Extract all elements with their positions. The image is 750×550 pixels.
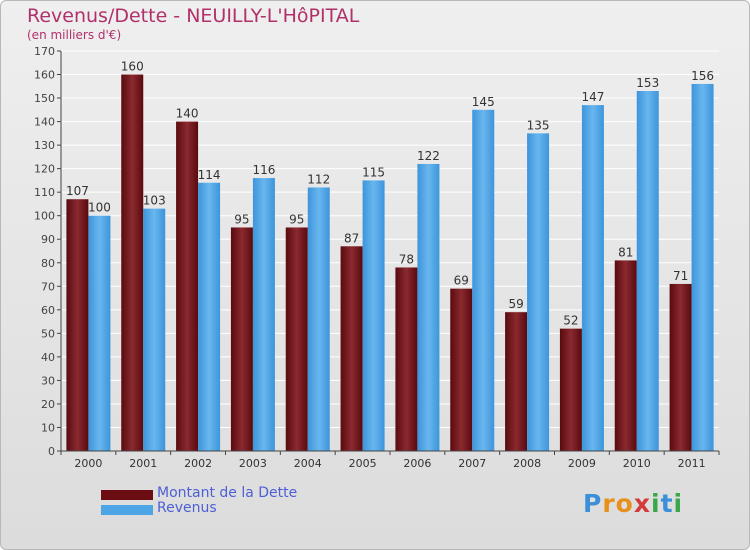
- data-label-revenue: 112: [307, 172, 330, 186]
- x-tick-label: 2000: [74, 457, 102, 470]
- data-label-revenue: 116: [252, 163, 275, 177]
- x-tick-label: 2002: [184, 457, 212, 470]
- x-tick-label: 2011: [678, 457, 706, 470]
- logo-letter: i: [651, 489, 661, 518]
- y-tick-label: 90: [41, 233, 55, 246]
- y-tick-label: 50: [41, 327, 55, 340]
- y-tick-label: 130: [34, 139, 55, 152]
- bar-revenue: [198, 182, 221, 451]
- bar-debt: [230, 227, 253, 451]
- logo-letter: t: [660, 489, 674, 518]
- bar-debt: [614, 260, 637, 451]
- legend-swatch-revenue: [101, 505, 153, 515]
- y-tick-label: 140: [34, 116, 55, 129]
- x-tick-label: 2004: [294, 457, 322, 470]
- data-label-revenue: 145: [472, 95, 495, 109]
- chart-subtitle: (en milliers d'€): [27, 28, 122, 42]
- data-label-revenue: 100: [88, 201, 111, 215]
- bars: [66, 74, 714, 452]
- logo-letter: x: [633, 489, 651, 518]
- bar-debt: [559, 328, 582, 451]
- bar-revenue: [362, 180, 385, 452]
- proxiti-logo: Proxiti: [583, 489, 683, 518]
- bar-debt: [285, 227, 308, 451]
- data-label-revenue: 135: [527, 118, 550, 132]
- bar-revenue: [417, 163, 440, 452]
- data-label-debt: 95: [289, 212, 304, 226]
- bar-revenue: [252, 178, 275, 451]
- data-label-revenue: 147: [581, 90, 604, 104]
- data-label-revenue: 114: [198, 168, 221, 182]
- y-tick-label: 80: [41, 257, 55, 270]
- data-label-debt: 52: [563, 314, 578, 328]
- bar-revenue: [636, 91, 659, 451]
- bar-revenue: [307, 187, 330, 451]
- y-tick-label: 120: [34, 163, 55, 176]
- bar-debt: [450, 288, 473, 451]
- bar-revenue: [527, 133, 550, 451]
- bar-debt: [669, 283, 692, 451]
- logo-letter: P: [583, 489, 603, 518]
- legend-label-debt: Montant de la Dette: [157, 485, 298, 501]
- data-label-debt: 95: [234, 212, 249, 226]
- y-tick-label: 0: [48, 445, 55, 458]
- x-tick-label: 2003: [239, 457, 267, 470]
- data-label-debt: 78: [399, 252, 414, 266]
- x-tick-label: 2009: [568, 457, 596, 470]
- bar-debt: [340, 246, 363, 451]
- data-label-debt: 140: [176, 107, 199, 121]
- x-tick-label: 2007: [458, 457, 486, 470]
- bar-revenue: [143, 208, 166, 451]
- bar-revenue: [88, 215, 111, 451]
- chart-title: Revenus/Dette - NEUILLY-L'HôPITAL: [27, 5, 360, 27]
- bar-revenue: [472, 109, 495, 451]
- grid-lines: [61, 50, 719, 452]
- y-tick-label: 40: [41, 351, 55, 364]
- data-label-debt: 69: [454, 274, 469, 288]
- y-tick-label: 30: [41, 374, 55, 387]
- data-label-revenue: 115: [362, 165, 385, 179]
- data-label-debt: 81: [618, 245, 633, 259]
- logo-letter: i: [673, 489, 684, 518]
- legend-label-revenue: Revenus: [157, 500, 217, 516]
- y-tick-label: 70: [41, 280, 55, 293]
- data-label-revenue: 156: [691, 69, 714, 83]
- bar-debt: [505, 312, 528, 451]
- bar-debt: [121, 74, 144, 451]
- bar-debt: [395, 267, 418, 451]
- x-tick-label: 2008: [513, 457, 541, 470]
- x-tick-label: 2005: [349, 457, 377, 470]
- data-label-debt: 160: [121, 60, 144, 74]
- data-label-debt: 87: [344, 231, 359, 245]
- x-tick-label: 2001: [129, 457, 157, 470]
- y-tick-label: 160: [34, 69, 55, 82]
- logo-letter: o: [615, 489, 634, 518]
- data-label-debt: 71: [673, 269, 688, 283]
- y-tick-label: 170: [34, 45, 55, 58]
- data-label-revenue: 153: [636, 76, 659, 90]
- data-label-debt: 59: [508, 297, 523, 311]
- y-tick-label: 60: [41, 304, 55, 317]
- y-tick-label: 20: [41, 398, 55, 411]
- data-label-revenue: 103: [143, 194, 166, 208]
- legend-swatch-debt: [101, 490, 153, 500]
- bar-revenue: [581, 105, 604, 451]
- data-label-debt: 107: [66, 184, 89, 198]
- bar-revenue: [691, 83, 714, 452]
- y-axis-ticks: 0 10 20 30 40 50 60 70 80 90 100 110 120 130 140 150 160…: [34, 45, 61, 458]
- bar-debt: [176, 121, 199, 452]
- y-tick-label: 100: [34, 210, 55, 223]
- y-tick-label: 10: [41, 421, 55, 434]
- y-tick-label: 110: [34, 186, 55, 199]
- logo-letter: r: [602, 489, 616, 518]
- x-axis-ticks: 2000 2001 2002 2003 2004 2005 2006 2007 2008 2009…: [60, 451, 720, 470]
- bar-debt: [66, 199, 89, 451]
- x-tick-label: 2006: [403, 457, 431, 470]
- data-label-revenue: 122: [417, 149, 440, 163]
- x-tick-label: 2010: [623, 457, 651, 470]
- data-labels: 107 100 160 103 140 114 95 116 95 112 87 115 78 122 69…: [66, 60, 714, 328]
- y-tick-label: 150: [34, 92, 55, 105]
